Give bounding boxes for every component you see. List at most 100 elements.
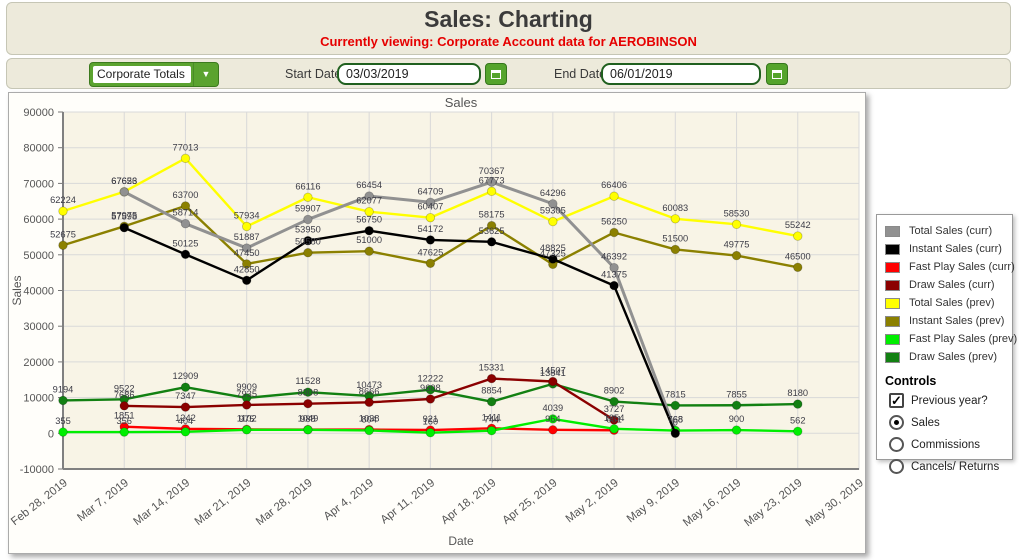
svg-text:Apr 11, 2019: Apr 11, 2019 (379, 477, 438, 526)
svg-text:8854: 8854 (481, 386, 502, 396)
legend-label: Fast Play Sales (curr) (909, 261, 1015, 273)
svg-text:964: 964 (545, 414, 561, 424)
svg-text:66406: 66406 (601, 180, 627, 190)
svg-text:744: 744 (484, 415, 500, 425)
legend-label: Draw Sales (prev) (909, 351, 998, 363)
previous-year-checkbox[interactable]: ✓ (889, 393, 904, 408)
svg-text:77013: 77013 (173, 142, 199, 152)
svg-text:1254: 1254 (604, 413, 625, 423)
legend-panel: Total Sales (curr) Instant Sales (curr) Fa… (876, 214, 1017, 474)
svg-text:66116: 66116 (295, 181, 320, 191)
toolbar-panel: Corporate Totals ▼ Start Date End Date (6, 58, 1011, 89)
svg-text:9608: 9608 (420, 383, 441, 393)
svg-text:60407: 60407 (417, 202, 443, 212)
legend-label: Draw Sales (curr) (909, 279, 995, 291)
radio-label: Sales (911, 416, 940, 429)
legend-swatch-icon (885, 297, 900, 309)
svg-text:404: 404 (178, 416, 194, 426)
radio-button-icon[interactable] (889, 415, 904, 430)
svg-text:63700: 63700 (173, 190, 199, 200)
svg-text:Apr 4, 2019: Apr 4, 2019 (322, 477, 376, 523)
page-title: Sales: Charting (424, 6, 593, 32)
controls-heading: Controls (885, 374, 937, 388)
legend-label: Instant Sales (curr) (909, 243, 1002, 255)
radio-option-sales[interactable]: Sales (889, 415, 1008, 430)
svg-text:1102: 1102 (237, 413, 257, 423)
svg-text:1049: 1049 (298, 414, 319, 424)
svg-text:851: 851 (606, 414, 622, 424)
start-date-calendar-button[interactable] (485, 63, 507, 85)
svg-text:804: 804 (361, 414, 377, 424)
svg-text:47325: 47325 (540, 248, 566, 258)
svg-text:12909: 12909 (173, 371, 199, 381)
radio-button-icon[interactable] (889, 437, 904, 452)
svg-text:70367: 70367 (479, 166, 505, 176)
svg-text:355: 355 (55, 416, 71, 426)
end-date-calendar-button[interactable] (766, 63, 788, 85)
legend-item: Fast Play Sales (prev) (885, 330, 1017, 348)
svg-text:57598: 57598 (111, 212, 137, 222)
start-date-input[interactable] (337, 63, 481, 85)
legend-label: Total Sales (prev) (909, 297, 995, 309)
svg-text:58530: 58530 (724, 208, 750, 218)
svg-text:58175: 58175 (479, 210, 505, 220)
svg-text:10000: 10000 (23, 393, 54, 405)
svg-text:20000: 20000 (23, 357, 54, 369)
svg-text:51887: 51887 (234, 232, 260, 242)
svg-text:7855: 7855 (726, 389, 747, 399)
svg-text:9194: 9194 (53, 384, 74, 394)
svg-text:Mar 28, 2019: Mar 28, 2019 (254, 477, 315, 528)
radio-option-commissions[interactable]: Commissions (889, 437, 1008, 452)
svg-text:-10000: -10000 (20, 464, 54, 476)
chevron-down-icon: ▼ (193, 63, 218, 86)
svg-text:51500: 51500 (662, 233, 688, 243)
sales-chart-panel: -10000 0 10000 20000 30000 40000 50000 60000 700… (8, 92, 866, 554)
svg-text:64709: 64709 (417, 186, 443, 196)
svg-text:988: 988 (300, 414, 316, 424)
svg-text:80000: 80000 (23, 143, 54, 155)
svg-text:62077: 62077 (356, 196, 382, 206)
calendar-icon (772, 69, 782, 79)
svg-text:51000: 51000 (356, 235, 382, 245)
svg-text:8666: 8666 (359, 386, 380, 396)
radio-option-cancels-returns[interactable]: Cancels/ Returns (889, 459, 1008, 474)
header-panel: Sales: Charting Currently viewing: Corpo… (6, 2, 1011, 55)
svg-text:47625: 47625 (417, 247, 443, 257)
account-dropdown-value: Corporate Totals (93, 66, 191, 83)
svg-text:49775: 49775 (724, 240, 750, 250)
start-date-label: Start Date (285, 67, 342, 81)
svg-text:14507: 14507 (540, 366, 566, 376)
svg-text:48825: 48825 (540, 243, 566, 253)
legend-swatch-icon (885, 225, 900, 237)
svg-text:46392: 46392 (601, 252, 627, 262)
svg-text:60000: 60000 (23, 214, 54, 226)
end-date-input[interactable] (601, 63, 761, 85)
legend-item: Fast Play Sales (curr) (885, 258, 1015, 276)
svg-text:7815: 7815 (665, 389, 686, 399)
svg-text:Apr 18, 2019: Apr 18, 2019 (439, 477, 498, 527)
metric-radio-group: Sales Commissions Cancels/ Returns (885, 415, 1008, 474)
account-dropdown[interactable]: Corporate Totals ▼ (89, 62, 219, 87)
svg-text:11528: 11528 (295, 376, 320, 386)
previous-year-label: Previous year? (911, 394, 988, 407)
chart-title: Sales (445, 95, 478, 110)
svg-text:900: 900 (729, 414, 745, 424)
svg-text:64296: 64296 (540, 188, 566, 198)
legend-swatch-icon (885, 333, 900, 345)
legend-item: Instant Sales (prev) (885, 312, 1008, 330)
svg-text:67773: 67773 (479, 175, 505, 185)
svg-text:1038: 1038 (359, 414, 380, 424)
svg-text:May 30, 2019: May 30, 2019 (804, 477, 866, 529)
legend-label: Total Sales (curr) (909, 225, 993, 237)
previous-year-checkbox-row[interactable]: ✓ Previous year? (889, 393, 1008, 408)
svg-text:46500: 46500 (785, 251, 811, 261)
svg-text:1242: 1242 (175, 413, 196, 423)
svg-text:9522: 9522 (114, 383, 135, 393)
svg-text:Apr 25, 2019: Apr 25, 2019 (500, 477, 559, 527)
legend-item: Total Sales (prev) (885, 294, 1008, 312)
svg-text:50125: 50125 (173, 238, 199, 248)
radio-button-icon[interactable] (889, 459, 904, 474)
y-axis-title: Sales (10, 275, 24, 305)
svg-text:356: 356 (116, 416, 132, 426)
